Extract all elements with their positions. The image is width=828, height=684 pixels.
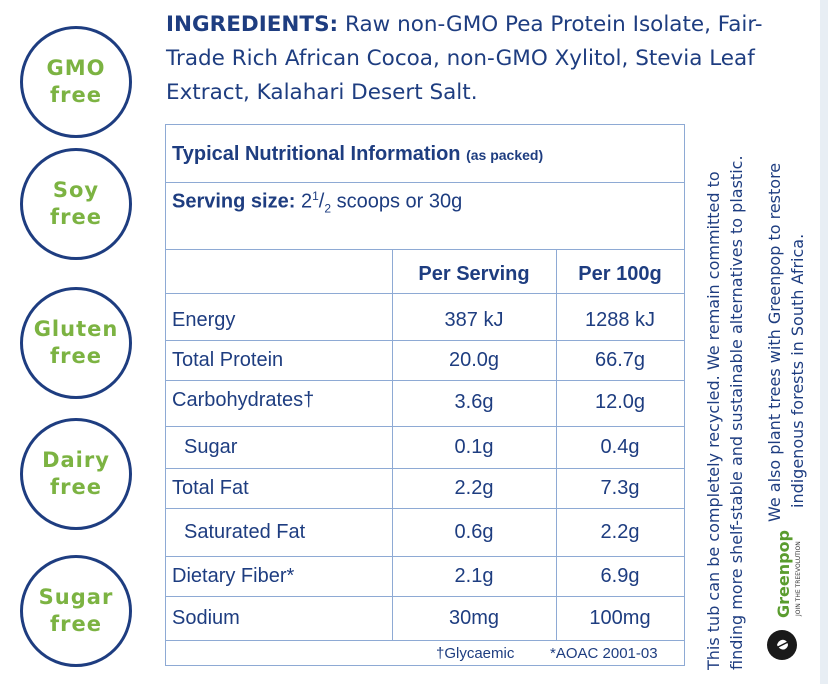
row-fat-per100: 7.3g <box>600 477 640 499</box>
recycle-line2: finding more shelf-stable and sustainabl… <box>727 155 746 670</box>
row-sodium-per100: 100mg <box>589 607 651 629</box>
serving-size-label: Serving size: <box>172 190 296 213</box>
row-sugar-name: Sugar <box>184 436 238 458</box>
badge-line1: GMO <box>46 56 106 80</box>
row-sodium-name: Sodium <box>172 607 240 629</box>
badge-line2: free <box>50 612 102 636</box>
nutrition-title: Typical Nutritional Information (as pack… <box>172 143 543 166</box>
recycle-line1: This tub can be completely recycled. We … <box>704 171 723 670</box>
greenpop-text: We also plant trees with Greenpop to res… <box>763 163 809 522</box>
soy-free-badge: Soy free <box>20 148 132 260</box>
serving-size-numerator: 1 <box>312 189 319 203</box>
nutrition-title-note: (as packed) <box>466 147 544 163</box>
page-edge <box>820 0 828 684</box>
serving-size-whole: 2 <box>300 190 313 213</box>
col-header-per-100g: Per 100g <box>578 263 662 285</box>
ingredients-list: Raw non-GMO Pea Protein Isolate, Fair-Tr… <box>166 12 763 105</box>
nutrition-table: Typical Nutritional Information (as pack… <box>165 124 685 666</box>
row-fiber-serving: 2.1g <box>454 565 494 587</box>
row-satfat-serving: 0.6g <box>454 521 494 543</box>
greenpop-logo-name: Greenpop <box>774 529 793 618</box>
row-fat-name: Total Fat <box>172 477 249 499</box>
greenpop-logo-tagline: JOIN THE TREEVOLUTION <box>795 541 802 616</box>
row-fiber-per100: 6.9g <box>600 565 640 587</box>
badge-line1: Gluten <box>33 317 119 341</box>
badge-line1: Dairy <box>42 448 110 472</box>
row-energy-serving: 387 kJ <box>444 309 504 331</box>
row-fiber-name: Dietary Fiber* <box>172 565 295 587</box>
row-carbs-name: Carbohydrates† <box>172 389 315 411</box>
dairy-free-badge: Dairy free <box>20 418 132 530</box>
row-protein-serving: 20.0g <box>448 349 500 371</box>
badge-line2: free <box>50 205 102 229</box>
badge-line2: free <box>50 475 102 499</box>
row-fat-serving: 2.2g <box>454 477 494 499</box>
ingredients-label: INGREDIENTS: <box>166 12 339 37</box>
gluten-free-badge: Gluten free <box>20 287 132 399</box>
row-satfat-per100: 2.2g <box>600 521 640 543</box>
footnote-glycaemic: †Glycaemic <box>436 645 515 662</box>
row-protein-name: Total Protein <box>172 349 284 371</box>
serving-size: Serving size: 21/2 scoops or 30g <box>172 189 463 216</box>
ingredients-text: INGREDIENTS: Raw non-GMO Pea Protein Iso… <box>166 8 816 110</box>
row-energy-per100: 1288 kJ <box>584 309 656 331</box>
gmo-free-badge: GMO free <box>20 26 132 138</box>
sugar-free-badge: Sugar free <box>20 555 132 667</box>
row-carbs-per100: 12.0g <box>594 391 646 413</box>
row-protein-per100: 66.7g <box>594 349 646 371</box>
row-sodium-serving: 30mg <box>448 607 500 629</box>
footnote-aoac: *AOAC 2001-03 <box>550 645 658 662</box>
nutrition-title-text: Typical Nutritional Information <box>172 143 461 165</box>
row-sugar-per100: 0.4g <box>600 436 640 458</box>
badge-line2: free <box>50 83 102 107</box>
plant-line1: We also plant trees with Greenpop to res… <box>765 162 784 522</box>
badge-line1: Soy <box>52 178 100 202</box>
recycle-text: This tub can be completely recycled. We … <box>702 155 748 670</box>
badge-line1: Sugar <box>38 585 114 609</box>
greenpop-leaf-logo-icon <box>767 630 797 660</box>
col-header-per-serving: Per Serving <box>418 263 530 285</box>
row-carbs-serving: 3.6g <box>454 391 494 413</box>
row-satfat-name: Saturated Fat <box>184 521 306 543</box>
serving-size-denominator: 2 <box>324 201 332 216</box>
plant-line2: indigenous forests in South Africa. <box>788 233 807 508</box>
serving-size-rest: scoops or 30g <box>336 190 463 213</box>
badge-line2: free <box>50 344 102 368</box>
row-sugar-serving: 0.1g <box>454 436 494 458</box>
row-energy-name: Energy <box>172 309 236 331</box>
